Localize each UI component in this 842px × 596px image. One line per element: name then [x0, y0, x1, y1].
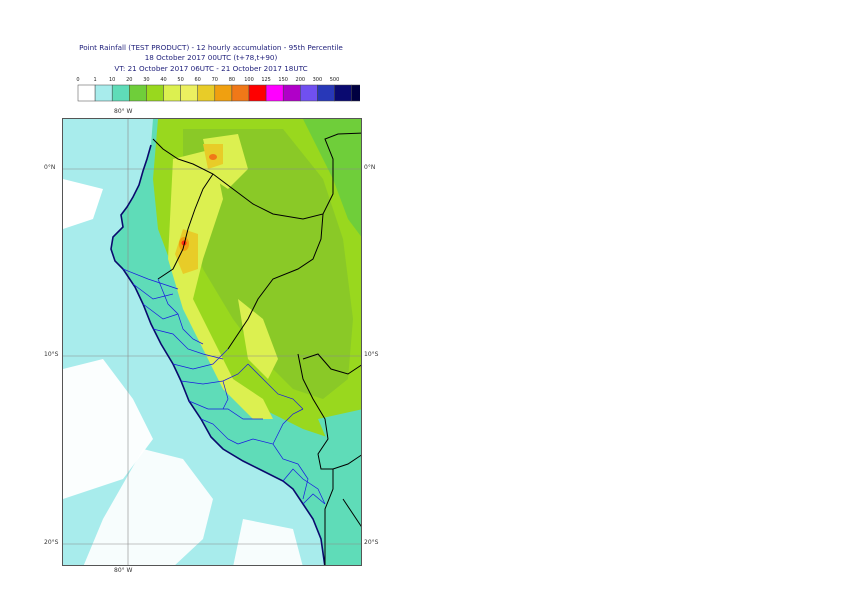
- country-borders: [152, 132, 361, 565]
- coastline: [110, 144, 326, 565]
- legend-swatch: [300, 84, 318, 102]
- legend-tick-label: 300: [313, 77, 323, 83]
- color-legend: 0 1 10 20 30 40 50 60 70 80 100 125 150 200 300 500: [76, 77, 360, 102]
- legend-swatch: [351, 84, 360, 102]
- legend-tick-label: 200: [296, 77, 306, 83]
- legend-swatch: [146, 84, 164, 102]
- legend-tick-label: 125: [261, 77, 271, 83]
- lat-label-right-0: 0°N: [364, 164, 376, 171]
- rainfall-map: [62, 118, 362, 566]
- legend-swatch: [197, 84, 216, 102]
- legend-swatch: [231, 84, 250, 102]
- title-line-3: VT: 21 October 2017 06UTC - 21 October 2…: [114, 64, 308, 73]
- lon-label-top: 80° W: [114, 108, 133, 115]
- legend-tick-label: 10: [109, 77, 115, 83]
- lat-label-left-10s: 10°S: [44, 351, 59, 358]
- legend-tick-label: 50: [177, 77, 183, 83]
- map-canvas: [63, 119, 361, 565]
- title-line-2: 18 October 2017 00UTC (t+78,t+90): [144, 53, 278, 62]
- title-line-1: Point Rainfall (TEST PRODUCT) - 12 hourl…: [79, 43, 343, 52]
- legend-swatch: [334, 84, 352, 102]
- legend-tick-label: 40: [160, 77, 166, 83]
- admin-borders: [122, 268, 326, 505]
- legend-tick-label: 70: [212, 77, 218, 83]
- legend-tick-label: 150: [278, 77, 288, 83]
- legend-tick-label: 500: [330, 77, 340, 83]
- legend-tick-label: 20: [126, 77, 132, 83]
- legend-swatch: [214, 84, 233, 102]
- lon-label-bottom: 80° W: [114, 567, 133, 574]
- lat-label-left-20s: 20°S: [44, 539, 59, 546]
- legend-tick-label: 60: [195, 77, 201, 83]
- lat-label-left-0: 0°N: [44, 164, 56, 171]
- lat-label-right-10s: 10°S: [364, 351, 379, 358]
- legend-tick-label: 30: [143, 77, 149, 83]
- legend-swatch: [129, 84, 147, 102]
- legend-tick-label: 1: [94, 77, 97, 83]
- legend-swatch: [163, 84, 181, 102]
- legend-tick-label: 80: [229, 77, 235, 83]
- legend-swatch: [317, 84, 335, 102]
- legend-tick-label: 100: [244, 77, 254, 83]
- legend-swatch: [77, 84, 96, 102]
- legend-swatch: [282, 84, 301, 102]
- legend-swatch: [180, 84, 198, 102]
- legend-swatch: [248, 84, 267, 102]
- legend-swatch: [94, 84, 113, 102]
- lat-label-right-20s: 20°S: [364, 539, 379, 546]
- legend-tick-label: 0: [76, 77, 79, 83]
- legend-swatch: [111, 84, 130, 102]
- legend-swatch: [265, 84, 284, 102]
